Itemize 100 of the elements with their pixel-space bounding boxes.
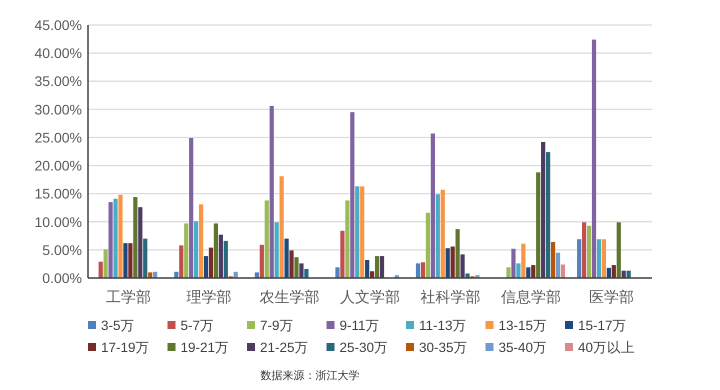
- bar: [345, 200, 350, 278]
- bar: [394, 275, 399, 278]
- bar: [592, 40, 596, 278]
- bar: [198, 204, 204, 278]
- x-tick-label: 理学部: [186, 289, 232, 306]
- bar: [304, 269, 308, 278]
- bar: [546, 152, 550, 278]
- x-tick-label: 社科学部: [420, 289, 481, 306]
- bar: [436, 194, 440, 278]
- y-tick-label: 0.00%: [42, 270, 82, 286]
- bar: [355, 186, 360, 278]
- bar: [118, 194, 123, 278]
- bar: [260, 244, 264, 278]
- bar: [622, 270, 626, 278]
- bar: [456, 229, 460, 278]
- bar: [374, 256, 380, 278]
- bar: [179, 245, 184, 278]
- bar: [143, 238, 148, 278]
- bar: [360, 186, 364, 278]
- bar: [148, 272, 152, 278]
- x-tick-label: 工学部: [106, 289, 151, 306]
- bar: [582, 222, 586, 278]
- bar: [350, 112, 354, 278]
- bar: [123, 243, 128, 278]
- bar: [264, 200, 269, 278]
- bar: [208, 248, 214, 278]
- bar: [280, 176, 284, 278]
- bar: [380, 256, 384, 278]
- bar: [204, 256, 208, 278]
- bar: [450, 246, 455, 278]
- bar: [128, 243, 132, 278]
- bar: [586, 226, 592, 278]
- bar: [133, 197, 138, 278]
- y-tick-label: 5.00%: [42, 242, 82, 258]
- bar: [299, 263, 304, 278]
- bar: [138, 207, 142, 278]
- bar: [274, 222, 279, 278]
- bar: [460, 254, 465, 278]
- y-tick-label: 40.00%: [34, 45, 82, 62]
- legend-label: 19-21万: [180, 340, 230, 355]
- legend-label: 3-5万: [101, 318, 135, 333]
- bar: [420, 262, 426, 278]
- bar: [516, 263, 520, 278]
- bar: [184, 223, 188, 278]
- bar: [98, 262, 103, 278]
- bar: [270, 106, 274, 278]
- bar: [626, 270, 631, 278]
- y-tick-label: 15.00%: [34, 186, 82, 202]
- legend-label: 11-13万: [419, 318, 467, 333]
- y-tick-label: 10.00%: [34, 214, 82, 230]
- bar: [194, 221, 198, 278]
- bar: [234, 272, 238, 278]
- legend-label: 15-17万: [578, 318, 627, 333]
- bar: [511, 248, 516, 278]
- source-note: 数据来源：浙江大学: [260, 369, 360, 382]
- bar: [224, 240, 228, 278]
- bar: [430, 134, 435, 278]
- bar: [416, 263, 420, 278]
- legend-label: 30-35万: [419, 340, 468, 355]
- bar: [616, 222, 621, 278]
- bar: [289, 250, 294, 278]
- y-tick-label: 20.00%: [34, 158, 82, 174]
- bar: [577, 239, 582, 278]
- x-tick-label: 农生学部: [259, 289, 320, 306]
- bar: [365, 260, 370, 278]
- legend-label: 13-15万: [498, 318, 548, 333]
- legend-label: 35-40万: [498, 340, 548, 355]
- bar: [214, 223, 218, 278]
- legend-label: 25-30万: [340, 340, 388, 355]
- x-tick-label: 人文学部: [340, 289, 400, 306]
- legend-label: 40万以上: [578, 340, 636, 355]
- x-tick-label: 医学部: [589, 289, 634, 306]
- legend-label: 21-25万: [260, 340, 309, 355]
- bar: [218, 234, 223, 278]
- bar: [612, 265, 616, 278]
- bar: [189, 138, 194, 278]
- legend-label: 9-11万: [340, 318, 380, 333]
- bar: [426, 212, 430, 278]
- bar: [104, 249, 108, 278]
- bar: [521, 244, 526, 278]
- bar: [440, 190, 445, 278]
- bar: [550, 242, 556, 278]
- bar: [284, 238, 289, 278]
- legend-label: 5-7万: [180, 318, 214, 333]
- x-tick-label: 信息学部: [501, 289, 562, 306]
- bar: [174, 272, 178, 278]
- y-tick-label: 25.00%: [34, 129, 82, 146]
- y-tick-label: 45.00%: [34, 17, 82, 33]
- legend-label: 17-19万: [101, 340, 150, 355]
- bar: [602, 239, 606, 278]
- legend-label: 7-9万: [260, 318, 294, 333]
- bar: [294, 257, 299, 278]
- y-tick-label: 35.00%: [34, 73, 82, 90]
- bar: [541, 142, 546, 278]
- bar: [108, 202, 113, 278]
- bar: [113, 198, 118, 278]
- y-tick-label: 30.00%: [34, 101, 82, 118]
- bar: [536, 172, 540, 278]
- bar: [340, 230, 345, 278]
- bar: [531, 265, 536, 278]
